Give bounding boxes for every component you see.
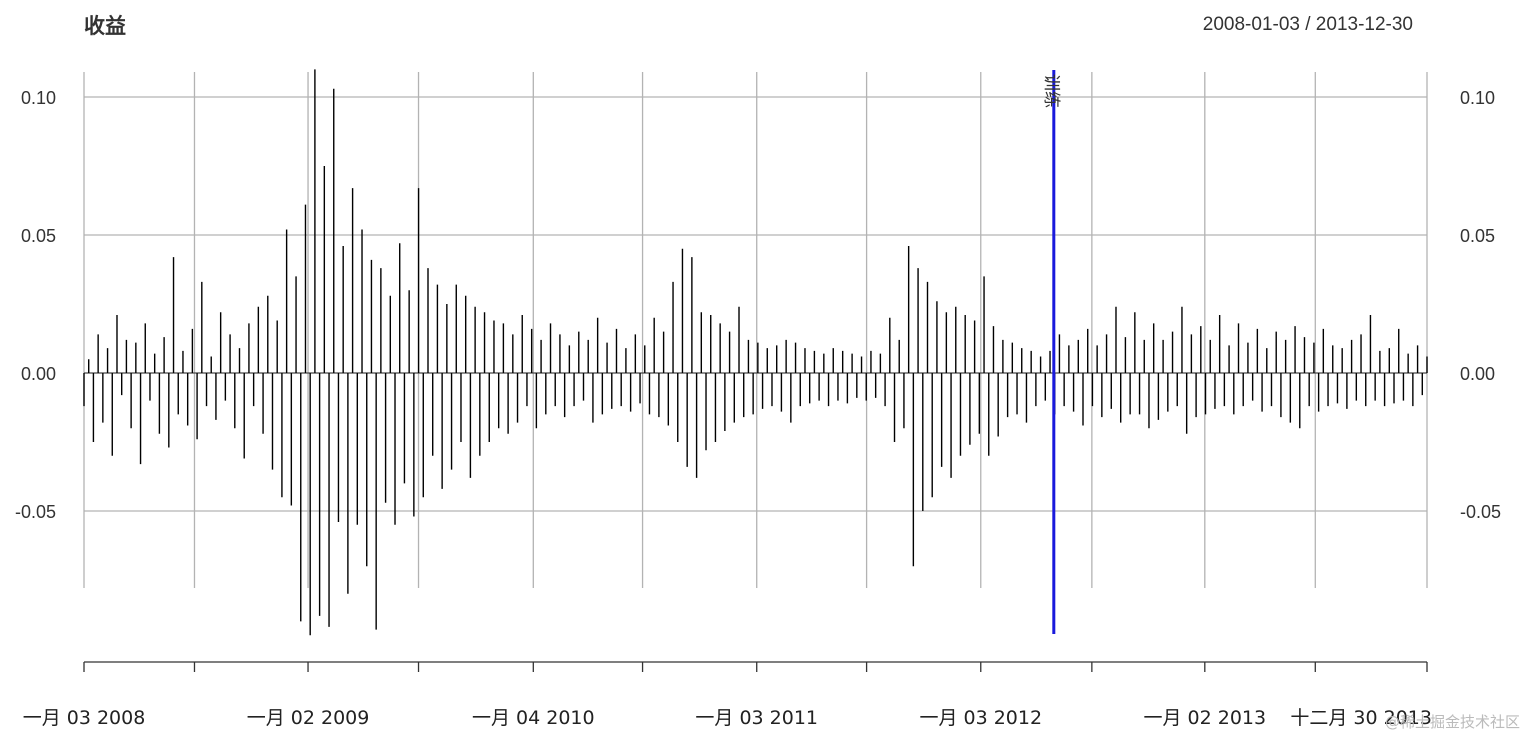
y-tick-label-left: -0.05 (15, 502, 56, 522)
watermark: @稀土掘金技术社区 (1385, 713, 1520, 731)
x-tick-label: 一月 02 2013 (1143, 707, 1266, 729)
y-tick-label-right: 0.00 (1460, 364, 1495, 384)
return-bars (83, 69, 1428, 636)
y-tick-label-left: 0.05 (21, 226, 56, 246)
x-tick-label: 一月 04 2010 (472, 707, 595, 729)
x-tick-label: 一月 03 2012 (919, 707, 1042, 729)
x-tick-label: 一月 03 2008 (23, 707, 146, 729)
y-tick-label-left: 0.10 (21, 88, 56, 108)
y-tick-label-right: -0.05 (1460, 502, 1501, 522)
x-tick-label: 一月 03 2011 (695, 707, 818, 729)
y-tick-label-right: 0.10 (1460, 88, 1495, 108)
event-line-group: 训练 (1041, 70, 1061, 634)
y-tick-label-right: 0.05 (1460, 226, 1495, 246)
date-range-label: 2008-01-03 / 2013-12-30 (1203, 14, 1413, 35)
y-tick-label-left: 0.00 (21, 364, 56, 384)
chart-title: 收益 (84, 14, 126, 38)
y-axis-ticks: 0.10 0.10 0.05 0.05 0.00 0.00 -0.05 -0.05 (15, 88, 1501, 522)
event-line-label: 训练 (1041, 74, 1061, 108)
returns-series (83, 69, 1428, 636)
grid (83, 72, 1428, 588)
x-tick-label: 十二月 30 2013 (1290, 707, 1432, 729)
x-axis: 一月 03 2008 一月 02 2009 一月 04 2010 一月 03 2011… (23, 661, 1432, 729)
x-tick-label: 一月 02 2009 (247, 707, 370, 729)
